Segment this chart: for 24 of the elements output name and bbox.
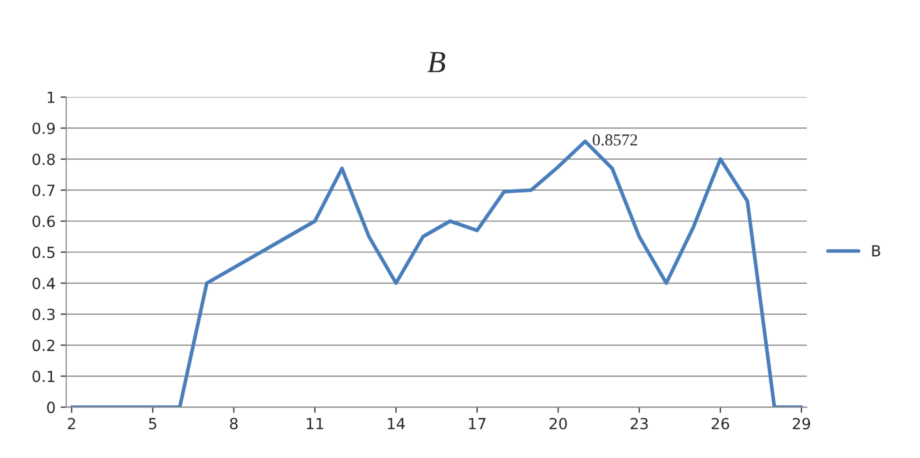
data-label: 0.8572 (592, 134, 638, 146)
y-tick-label: 0.4 (32, 278, 55, 290)
y-tick-label: 0.5 (32, 246, 54, 258)
y-tick-label: 0.9 (32, 122, 55, 134)
x-tick-label: 11 (306, 418, 324, 430)
x-tick-label: 20 (550, 418, 567, 430)
x-tick-label: 26 (712, 418, 730, 430)
y-tick-label: 0.2 (32, 340, 54, 352)
y-tick-label: 0 (47, 402, 55, 414)
x-tick-label: 2 (68, 418, 75, 430)
x-tick-label: 14 (388, 418, 405, 430)
y-tick-label: 0.3 (32, 308, 55, 320)
y-tick-label: 0.7 (32, 184, 55, 196)
y-tick-label: 1 (48, 92, 54, 103)
chart-title: B (427, 52, 446, 72)
x-tick-label: 23 (630, 418, 648, 430)
y-tick-label: 0.8 (32, 154, 55, 166)
y-tick-label: 0.6 (32, 216, 55, 228)
x-tick-label: 5 (149, 418, 156, 430)
legend-label: B (872, 245, 880, 256)
x-tick-label: 17 (469, 418, 486, 430)
x-tick-label: 29 (792, 418, 810, 430)
y-tick-label: 0.1 (32, 370, 54, 382)
x-tick-label: 8 (230, 418, 238, 430)
